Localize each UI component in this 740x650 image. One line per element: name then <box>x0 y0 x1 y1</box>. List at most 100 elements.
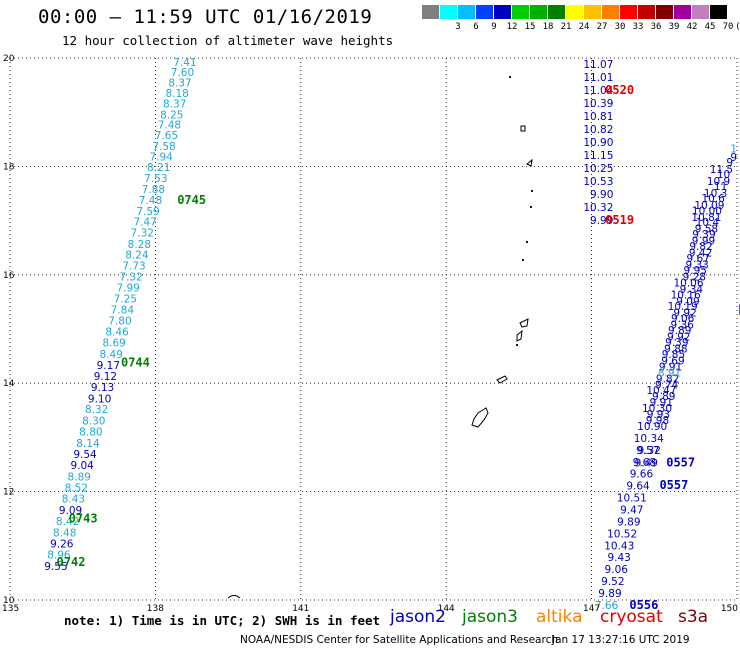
legend-swatch <box>692 5 710 19</box>
island-outline <box>227 595 241 599</box>
wave-height-value: 10.82 <box>583 124 613 136</box>
page-title: 00:00 – 11:59 UTC 01/16/2019 <box>38 6 373 28</box>
wave-height-value: 9.32 <box>638 445 661 457</box>
wave-height-value: 10 <box>717 169 730 181</box>
wave-height-value: 10.09 <box>694 200 724 212</box>
generated-timestamp: Jan 17 13:27:16 UTC 2019 <box>552 634 690 646</box>
pass-time-label: 0557 <box>666 455 695 469</box>
legend-swatch <box>674 5 692 19</box>
wave-height-value: 9.90 <box>590 189 613 201</box>
wave-height-value: 10.90 <box>637 421 667 433</box>
wave-height-value: 9.39 <box>665 337 688 349</box>
wave-height-value: 10.52 <box>607 528 637 540</box>
wave-height-value: 8.28 <box>128 239 151 251</box>
wave-height-value: 9.13 <box>91 382 114 394</box>
wave-height-value: 7.99 <box>117 282 140 294</box>
wave-height-value: 7.66 <box>595 600 619 612</box>
wave-height-value: 9.99 <box>590 215 613 227</box>
wave-height-value: 8.30 <box>82 416 105 428</box>
wave-height-value: 9.98 <box>646 415 669 427</box>
pass-time-label: 0520 <box>605 83 634 97</box>
wave-height-value: 9.43 <box>607 552 630 564</box>
legend-tick-label: 27 <box>596 22 608 32</box>
wave-height-value: 9.91 <box>659 361 682 373</box>
wave-height-value: 11.01 <box>583 72 613 84</box>
wave-height-value: 8.42 <box>56 516 79 528</box>
legend-tick-label: 42 <box>686 22 698 32</box>
island-outline <box>526 158 533 167</box>
wave-height-value: 9.95 <box>684 265 707 277</box>
wave-height-value: 7.84 <box>111 304 135 316</box>
legend-swatch <box>458 5 476 19</box>
wave-height-value: 9.10 <box>88 393 111 405</box>
wave-height-value: 11.07 <box>583 59 613 71</box>
wave-height-value: 1 <box>730 144 737 156</box>
wave-height-value: 9.28 <box>683 271 706 283</box>
legend-tick-label: 24 <box>578 22 590 32</box>
wave-height-value: 9.74 <box>655 379 679 391</box>
wave-height-value: 8.14 <box>76 438 100 450</box>
legend-tick-label: 18 <box>542 22 554 32</box>
wave-height-value: 7.73 <box>122 261 145 273</box>
satellite-name: cryosat <box>600 607 663 627</box>
wave-height-value: 10.9 <box>707 176 730 188</box>
wave-height-value: 10.34 <box>634 433 664 445</box>
page-subtitle: 12 hour collection of altimeter wave hei… <box>62 33 394 48</box>
wave-height-value: 10.47 <box>646 385 676 397</box>
wave-height-value: 9.54 <box>73 449 97 461</box>
wave-height-value: 8.91 <box>658 367 681 379</box>
wave-height-value: 7.47 <box>133 217 156 229</box>
wave-height-value: 7.32 <box>131 228 154 240</box>
wave-height-value: 8.18 <box>165 88 188 100</box>
wave-height-value: 9.82 <box>689 241 712 253</box>
satellite-tracks: 7.417.608.378.188.378.257.487.657.587.94… <box>44 57 740 612</box>
islet <box>530 189 534 193</box>
wave-height-value: 10.25 <box>583 163 613 175</box>
island-outline <box>496 375 508 384</box>
wave-height-value: 7.58 <box>152 141 175 153</box>
wave-height-value: 9.67 <box>686 253 709 265</box>
footnote: note: 1) Time is in UTC; 2) SWH is in fe… <box>64 613 381 628</box>
wave-height-value: 7.25 <box>114 294 137 306</box>
wave-height-value: 8.21 <box>147 162 170 174</box>
track-cryosat: 11.0711.0111.0410.3910.8110.8210.9011.15… <box>583 59 634 227</box>
pass-time-label: 05 <box>738 306 740 320</box>
lat-tick-label: 14 <box>3 379 15 389</box>
wave-height-value: 9.26 <box>50 539 74 551</box>
track-jason3: 7.417.608.378.188.378.257.487.657.587.94… <box>44 57 206 573</box>
wave-height-value: 7.32 <box>119 271 142 283</box>
wave-height-value: 8.46 <box>105 327 129 339</box>
islet <box>508 75 512 79</box>
legend-swatch <box>440 5 458 19</box>
wave-height-value: 10.16 <box>671 289 701 301</box>
legend-tick-label: 12 <box>506 22 518 32</box>
wave-height-value: 8.52 <box>65 482 88 494</box>
wave-height-value: 10.81 <box>691 212 721 224</box>
wave-height-value: 7.59 <box>136 206 159 218</box>
lat-tick-label: 12 <box>3 488 14 498</box>
lon-tick-label: 147 <box>583 604 600 614</box>
legend-swatch <box>620 5 638 19</box>
wave-height-value: 8.24 <box>125 250 149 262</box>
legend-tick-label: 70 <box>722 22 734 32</box>
lon-tick-label: 150 <box>721 604 738 614</box>
wave-height-value: 9.09 <box>59 505 82 517</box>
track-jason2: 911.510.910.310.0910.819.589.999.429.339… <box>595 152 740 612</box>
island-outline <box>471 407 489 428</box>
wave-height-value: 9.57 <box>636 445 659 457</box>
legend-tick-label: 6 <box>473 22 479 32</box>
wave-height-value: 8.32 <box>85 404 108 416</box>
wave-height-value: 7.88 <box>142 184 165 196</box>
lat-tick-label: 10 <box>3 596 15 606</box>
wave-height-value: 9.39 <box>692 229 715 241</box>
wave-height-value: 9.17 <box>97 360 120 372</box>
wave-height-value: 10.32 <box>583 202 613 214</box>
wave-height-value: 9.89 <box>652 391 675 403</box>
wave-height-value: 9.42 <box>689 248 712 260</box>
wave-height-value: 9.52 <box>601 576 624 588</box>
wave-height-value: 9.92 <box>667 332 690 344</box>
legend-swatch <box>638 5 656 19</box>
wave-height-value: 9.99 <box>692 236 715 248</box>
legend-tick-label: 45 <box>704 22 716 32</box>
island-outline <box>516 329 523 342</box>
